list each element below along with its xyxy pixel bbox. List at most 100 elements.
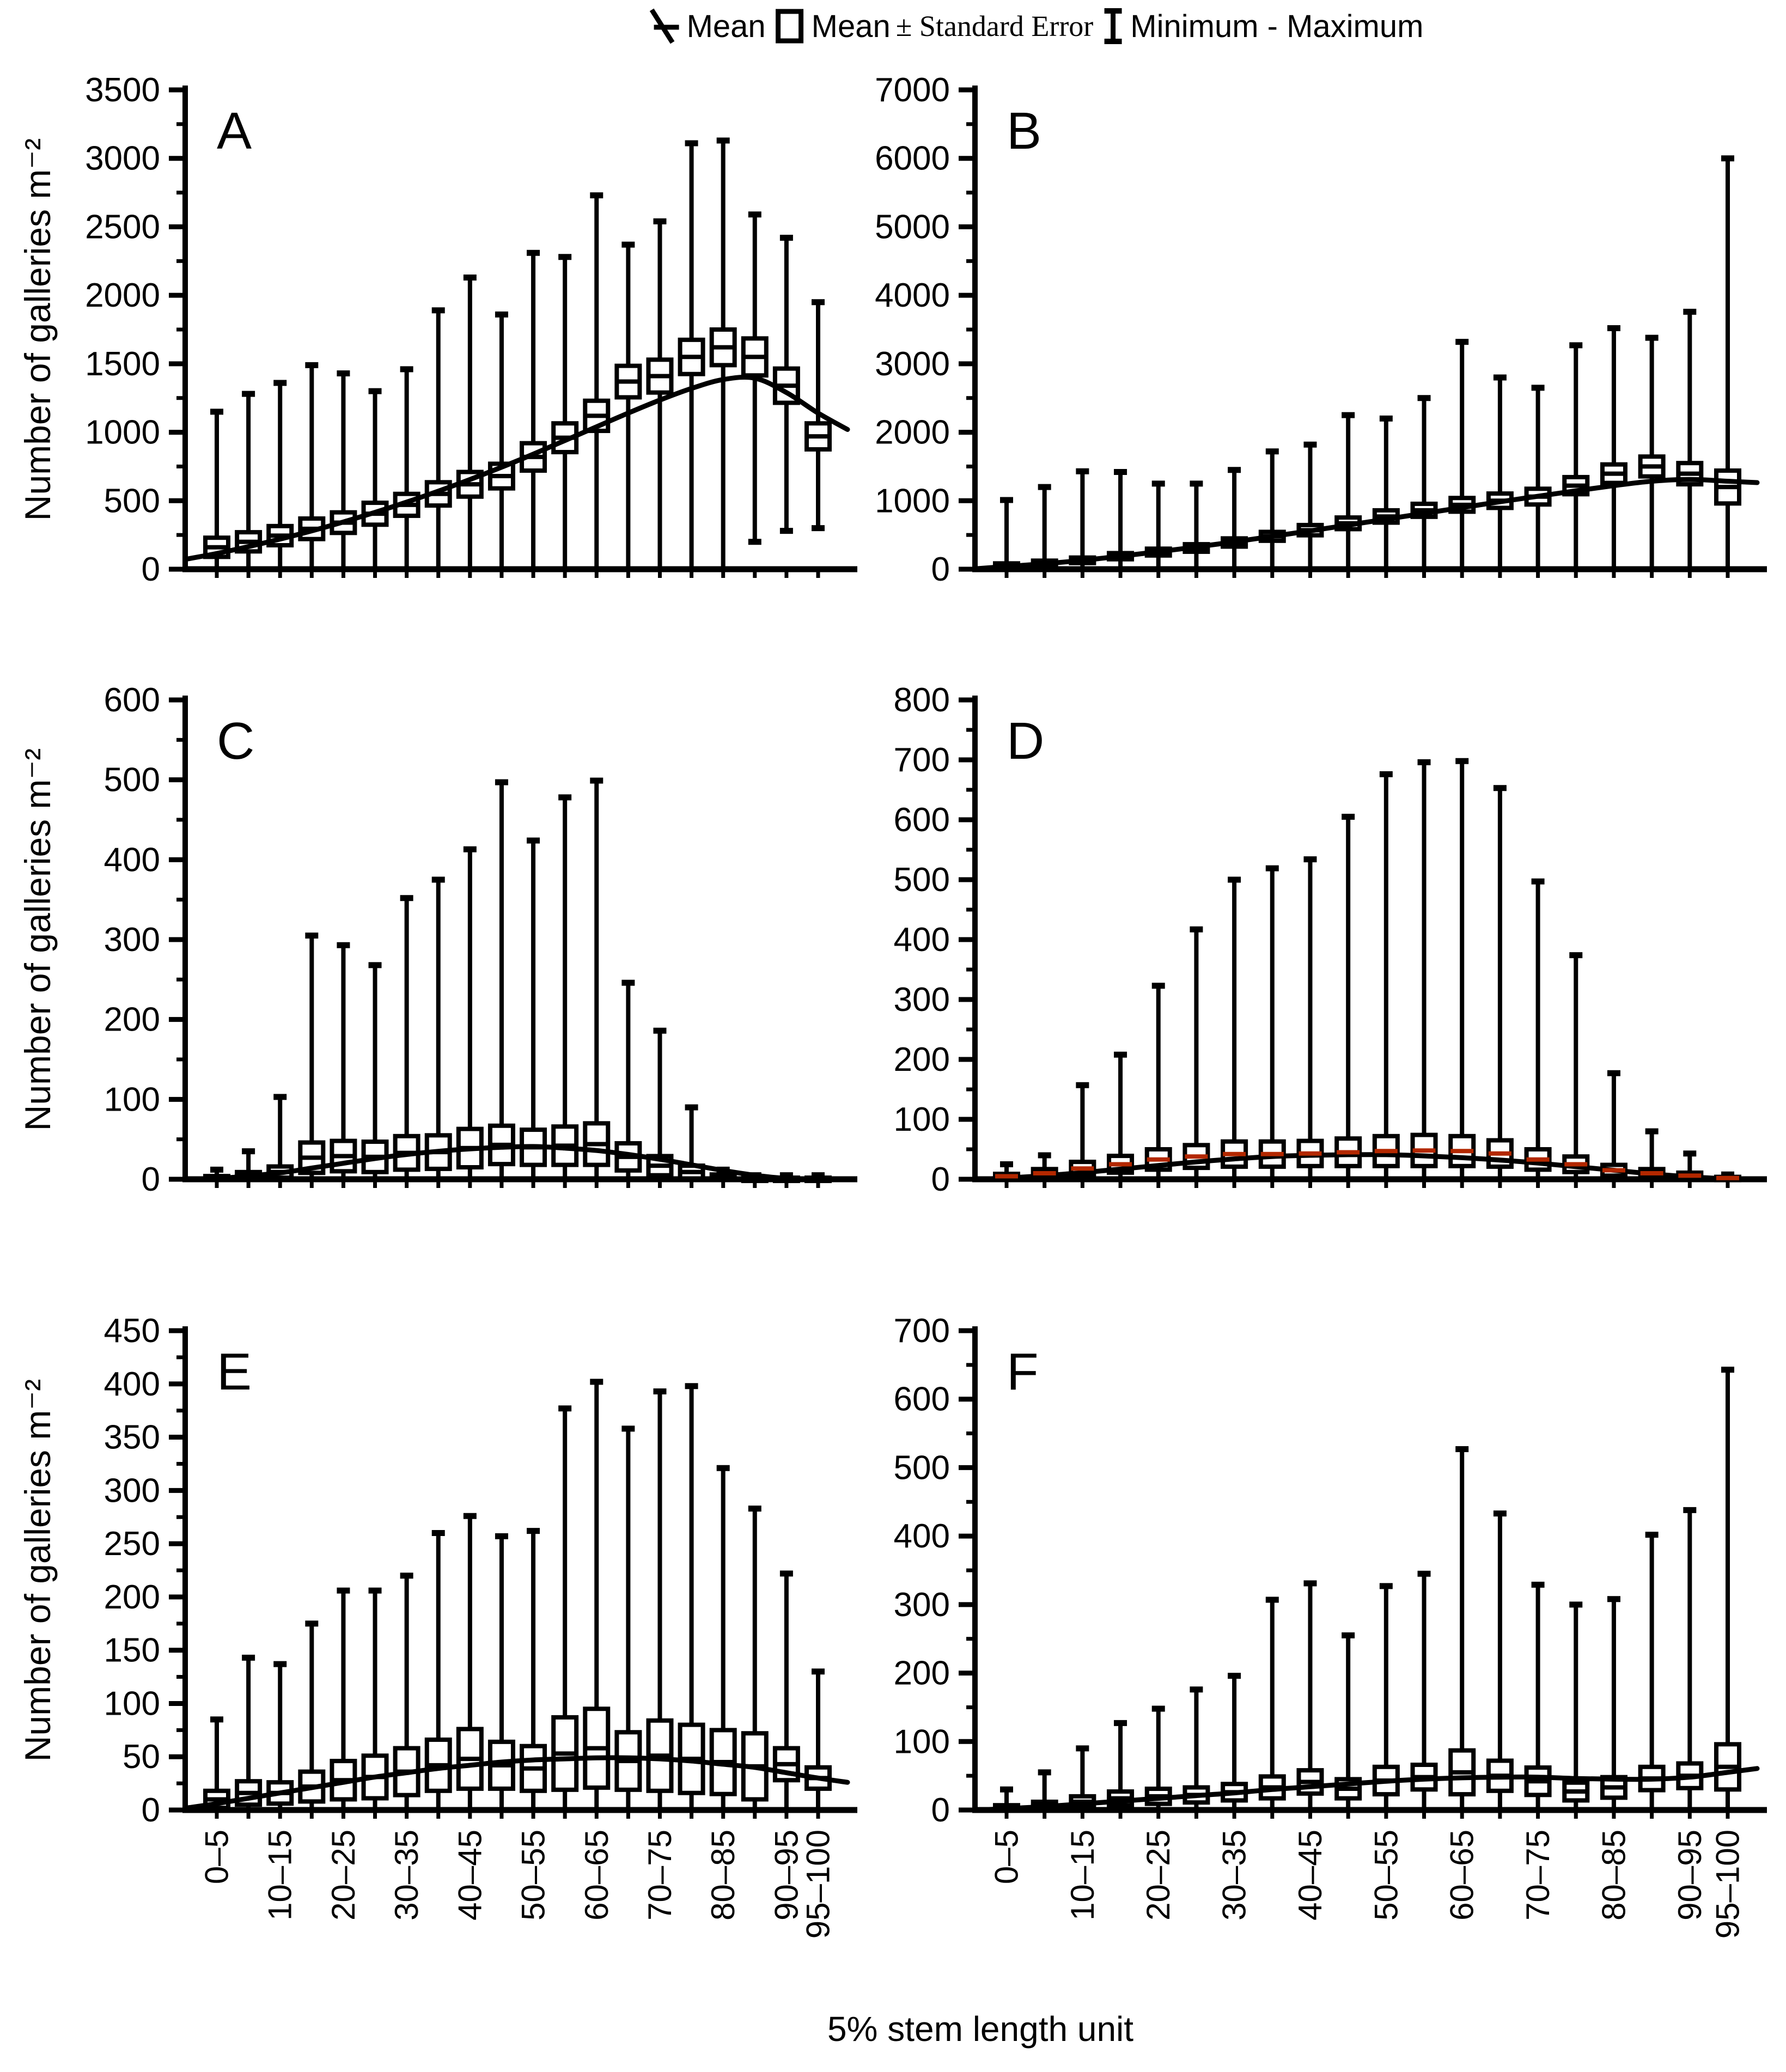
y-tick-label: 100 [104,1685,160,1722]
panel-letter: B [1007,102,1041,160]
mean-markers [205,1142,830,1181]
y-tick-label: 200 [104,1579,160,1616]
mean-se-boxes [993,1742,1741,1812]
legend-label-se-serif: ± Standard Error [895,10,1094,42]
y-tick-label: 1000 [875,482,950,520]
legend-label-minmax: Minimum - Maximum [1130,8,1424,44]
y-tick-label: 2500 [85,208,160,246]
y-tick-label: 3000 [85,140,160,178]
mean-markers [995,1764,1739,1809]
x-tick-label: 90–95 [1672,1830,1708,1921]
y-tick-label: 0 [142,1161,160,1198]
y-tick-label: 0 [931,551,950,588]
min-max-whiskers [1000,155,1734,572]
x-tick-label: 90–95 [768,1830,804,1921]
x-tick-label: 70–75 [1520,1830,1556,1921]
y-tick-label: 1000 [85,414,160,452]
x-tick-label: 10–15 [262,1830,298,1921]
y-tick-label: 600 [894,1381,950,1418]
legend-item-se: Mean ± Standard Error [773,7,1094,46]
y-tick-label: 500 [894,1449,950,1486]
axes: 0 50 100 150 200 250 300 350 400 450 [104,1312,857,1829]
y-tick-label: 500 [104,482,160,520]
x-tick-label: 40–45 [452,1830,488,1921]
mean-markers [205,1746,830,1802]
mean-curve [185,1755,850,1811]
y-tick-label: 2000 [875,414,950,452]
panel-letter: E [217,1343,252,1401]
panel-A-chart: 0 500 1000 1500 2000 2500 3000 3500 A Number of g… [17,71,857,588]
y-tick-label: 500 [104,761,160,799]
panel-C: 0 100 200 300 400 500 600 C Number of galleries … [0,675,893,1198]
min-max-whiskers [210,1379,825,1813]
y-tick-label: 100 [894,1101,950,1138]
y-tick-label: 400 [104,1366,160,1403]
y-tick-label: 450 [104,1312,160,1350]
y-tick-label: 600 [894,801,950,839]
x-axis-title: 5% stem length unit [827,2009,1134,2049]
y-tick-label: 0 [142,1791,160,1829]
panel-letter: C [217,712,254,770]
x-tick-label: 30–35 [1216,1830,1253,1921]
panel-F-chart: 0 100 200 300 400 500 600 700 F 0–5 10–15 20–25 30–3… [894,1312,1767,1939]
mean-markers [205,345,830,550]
y-tick-label: 200 [894,1041,950,1078]
y-tick-label: 700 [894,741,950,779]
panel-A: 0 500 1000 1500 2000 2500 3000 3500 A Number of g… [0,65,893,588]
min-max-whiskers [1000,1367,1734,1813]
panel-B: 0 1000 2000 3000 4000 5000 6000 7000 B [875,65,1786,588]
panel-letter: D [1007,712,1044,770]
panel-F: 0 100 200 300 400 500 600 700 F 0–5 10–15 20–25 30–3… [893,1306,1786,2072]
y-tick-label: 6000 [875,140,950,178]
mean-se-boxes [203,327,832,559]
y-tick-label: 2000 [85,277,160,314]
min-max-whiskers [1000,758,1734,1183]
x-tick-label: 80–85 [705,1830,741,1921]
x-tick-label: 40–45 [1292,1830,1328,1921]
x-tick-label: 0–5 [989,1830,1025,1884]
x-tick-label: 50–55 [515,1830,552,1921]
axes: 0 100 200 300 400 500 600 700 800 [894,681,1767,1198]
legend-item-minmax: Minimum - Maximum [1101,7,1423,46]
legend-item-mean: Mean [647,7,766,46]
y-tick-label: 300 [894,1586,950,1624]
y-tick-label: 300 [104,1472,160,1509]
y-tick-label: 400 [104,841,160,879]
panel-letter: A [217,102,252,160]
panel-E: 0 50 100 150 200 250 300 350 400 450 E Number of ga… [0,1306,893,2072]
mean-curve [974,477,1760,571]
panel-letter: F [1007,1343,1039,1401]
y-axis-title: Number of galleries m⁻² [17,748,58,1131]
x-tick-label: 0–5 [199,1830,235,1884]
x-tick-label: 20–25 [325,1830,362,1921]
y-tick-label: 100 [894,1723,950,1760]
axes: 0 1000 2000 3000 4000 5000 6000 7000 [875,71,1767,588]
chart-legend: Mean Mean ± Standard Error Minimum - Maxi… [647,7,1423,46]
x-tick-label: 60–65 [578,1830,615,1921]
x-tick-label: 80–85 [1595,1830,1632,1921]
y-tick-label: 4000 [875,277,950,314]
y-tick-label: 1500 [85,345,160,383]
y-tick-label: 0 [931,1161,950,1198]
y-tick-label: 400 [894,921,950,959]
y-tick-label: 3500 [85,71,160,109]
legend-label-mean: Mean [686,8,766,44]
min-max-icon [1104,8,1122,44]
panel-E-chart: 0 50 100 150 200 250 300 350 400 450 E Number of ga… [17,1312,857,1939]
panel-C-chart: 0 100 200 300 400 500 600 C Number of galleries … [17,681,857,1198]
y-tick-label: 300 [894,981,950,1019]
y-tick-label: 300 [104,921,160,959]
y-tick-label: 700 [894,1312,950,1350]
x-tick-label: 70–75 [642,1830,678,1921]
y-tick-label: 350 [104,1419,160,1457]
x-tick-label: 60–65 [1444,1830,1480,1921]
y-tick-label: 150 [104,1632,160,1669]
y-tick-label: 500 [894,861,950,899]
mean-line-icon [649,8,679,44]
axes: 0 500 1000 1500 2000 2500 3000 3500 [85,71,857,588]
y-tick-label: 250 [104,1525,160,1563]
y-tick-label: 0 [142,551,160,588]
min-max-whiskers [210,777,825,1183]
mean-se-boxes [993,454,1741,570]
